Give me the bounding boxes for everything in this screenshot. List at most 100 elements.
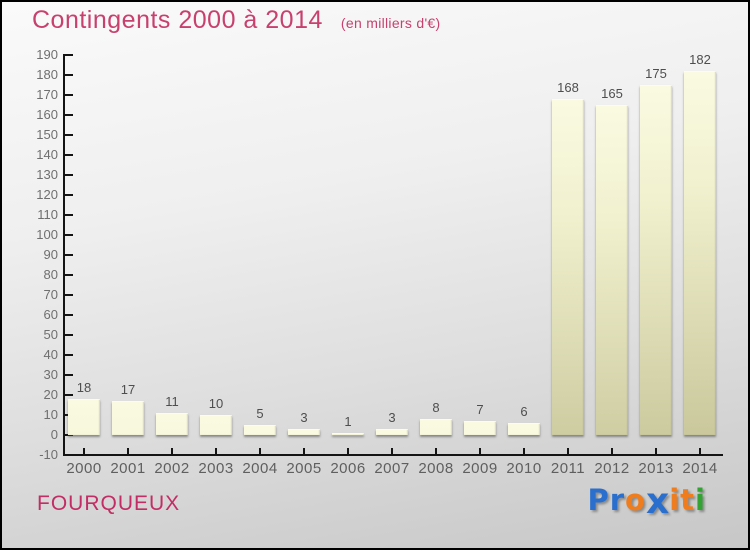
x-tick-label: 2001 <box>110 460 146 477</box>
y-tick <box>64 154 73 156</box>
bar-2000 <box>68 399 100 435</box>
bar-value-label: 8 <box>432 400 440 415</box>
bar-2010 <box>508 423 540 435</box>
bar-2013 <box>640 85 672 435</box>
chart-header: Contingents 2000 à 2014 (en milliers d'€… <box>32 6 440 35</box>
logo-letter: r <box>609 483 626 517</box>
x-tick-label: 2007 <box>374 460 410 477</box>
y-tick <box>64 434 73 436</box>
y-tick-label: 150 <box>36 127 58 142</box>
bar-value-label: 5 <box>256 406 264 421</box>
x-tick-label: 2003 <box>198 460 234 477</box>
x-tick <box>347 448 349 455</box>
bar-2001 <box>112 401 144 435</box>
logo-letter: o <box>625 483 646 517</box>
x-tick <box>699 448 701 455</box>
bar-value-label: 3 <box>388 410 396 425</box>
y-tick-label: 80 <box>43 267 58 282</box>
y-tick <box>64 174 73 176</box>
x-tick-label: 2013 <box>638 460 674 477</box>
bar-2012 <box>596 105 628 435</box>
y-tick <box>64 94 73 96</box>
x-tick <box>655 448 657 455</box>
y-tick-label: 190 <box>36 47 58 62</box>
x-tick <box>259 448 261 455</box>
y-tick-label: 130 <box>36 167 58 182</box>
logo-letter: x <box>645 481 670 522</box>
bar-value-label: 18 <box>76 380 92 395</box>
y-tick-label: 30 <box>43 367 58 382</box>
x-tick-label: 2014 <box>682 460 718 477</box>
proxiti-logo: Proxiti <box>587 481 706 522</box>
x-tick <box>171 448 173 455</box>
y-tick-label: 120 <box>36 187 58 202</box>
x-tick-label: 2009 <box>462 460 498 477</box>
y-tick <box>64 314 73 316</box>
x-tick-label: 2000 <box>66 460 102 477</box>
place-name: FOURQUEUX <box>37 492 181 515</box>
y-tick <box>64 454 73 456</box>
bar-value-label: 6 <box>520 404 528 419</box>
y-tick <box>64 214 73 216</box>
y-tick-label: 50 <box>43 327 58 342</box>
y-tick-label: 170 <box>36 87 58 102</box>
bar-value-label: 11 <box>165 394 179 409</box>
y-tick <box>64 374 73 376</box>
x-tick-label: 2011 <box>550 460 586 477</box>
x-tick <box>83 448 85 455</box>
y-tick <box>64 194 73 196</box>
bar-value-label: 182 <box>689 52 711 67</box>
x-tick-label: 2004 <box>242 460 278 477</box>
y-tick <box>64 334 73 336</box>
x-tick-label: 2006 <box>330 460 366 477</box>
bar-2006 <box>332 433 364 435</box>
bar-2009 <box>464 421 496 435</box>
logo-letter: t <box>680 483 696 517</box>
bar-value-label: 3 <box>300 410 308 425</box>
bar-value-label: 165 <box>601 86 623 101</box>
y-tick-label: 100 <box>36 227 58 242</box>
x-tick <box>215 448 217 455</box>
bar-value-label: 17 <box>120 382 136 397</box>
y-tick <box>64 354 73 356</box>
bar-value-label: 10 <box>208 396 224 411</box>
y-tick-label: 140 <box>36 147 58 162</box>
bar-2008 <box>420 419 452 435</box>
x-tick <box>127 448 129 455</box>
bar-2007 <box>376 429 408 435</box>
y-tick-label: 40 <box>43 347 58 362</box>
bar-2011 <box>552 99 584 435</box>
y-tick-label: 70 <box>43 287 58 302</box>
y-tick <box>64 234 73 236</box>
x-tick <box>435 448 437 455</box>
x-tick <box>523 448 525 455</box>
y-tick-label: -10 <box>39 447 58 462</box>
y-tick <box>64 394 73 396</box>
y-tick <box>64 54 73 56</box>
y-tick <box>64 274 73 276</box>
x-tick <box>303 448 305 455</box>
x-tick-label: 2008 <box>418 460 454 477</box>
x-tick-label: 2012 <box>594 460 630 477</box>
y-tick <box>64 134 73 136</box>
bar-2004 <box>244 425 276 435</box>
x-tick-label: 2010 <box>506 460 542 477</box>
y-tick-label: 160 <box>36 107 58 122</box>
y-tick-label: 110 <box>37 207 58 222</box>
bar-value-label: 168 <box>557 80 579 95</box>
y-tick-label: 0 <box>50 427 58 442</box>
y-tick-label: 20 <box>43 387 58 402</box>
x-tick <box>391 448 393 455</box>
x-axis-line <box>63 454 723 456</box>
bar-value-label: 175 <box>645 66 667 81</box>
y-tick-label: 10 <box>43 407 58 422</box>
y-tick-label: 180 <box>36 67 58 82</box>
x-tick-label: 2002 <box>154 460 190 477</box>
x-tick <box>567 448 569 455</box>
logo-letter: i <box>669 483 681 517</box>
y-tick <box>64 74 73 76</box>
x-tick <box>611 448 613 455</box>
y-tick <box>64 254 73 256</box>
